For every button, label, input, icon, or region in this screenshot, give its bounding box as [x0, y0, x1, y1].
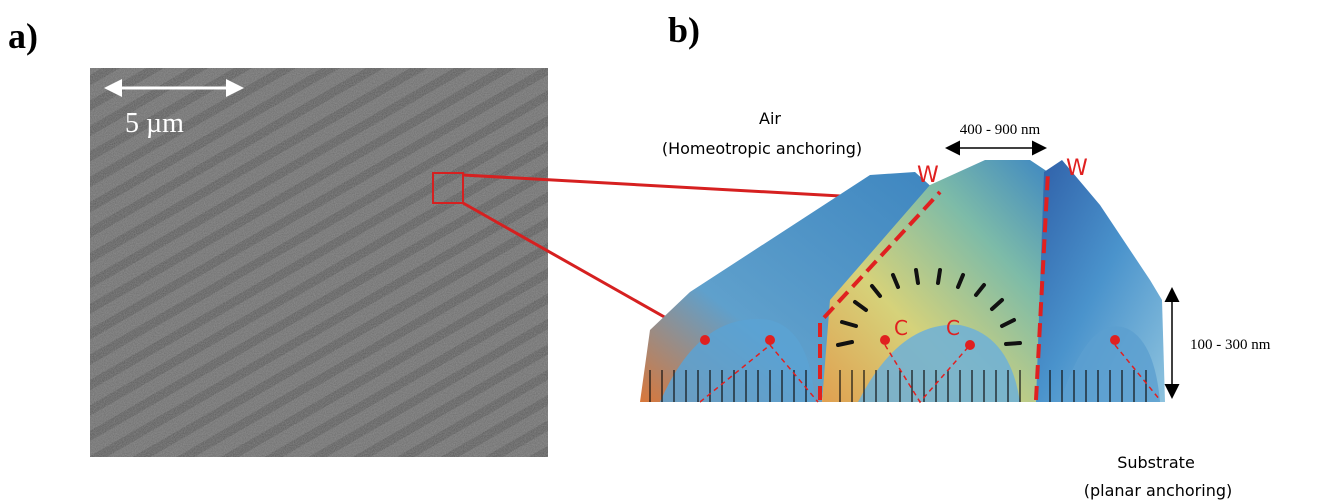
ridge-diagram [640, 160, 1165, 402]
scale-label: 5 µm [125, 108, 184, 139]
period-label: 400 - 900 nm [960, 122, 1041, 138]
substrate-label: Substrate [1117, 453, 1195, 472]
wall-label: W [1066, 156, 1088, 181]
air-label: Air [759, 109, 781, 128]
panel-label: b) [668, 10, 700, 50]
air-anchoring: (Homeotropic anchoring) [662, 139, 862, 158]
panel-label: a) [8, 16, 38, 56]
substrate-anchoring: (planar anchoring) [1084, 481, 1233, 500]
figure: a) 5 µm b) Air (Homeotropic anchoring) 4… [0, 0, 1330, 502]
wall-label: W [917, 163, 939, 188]
height-label: 100 - 300 nm [1190, 337, 1271, 353]
core-label: C [894, 316, 908, 340]
core-label: C [946, 316, 960, 340]
